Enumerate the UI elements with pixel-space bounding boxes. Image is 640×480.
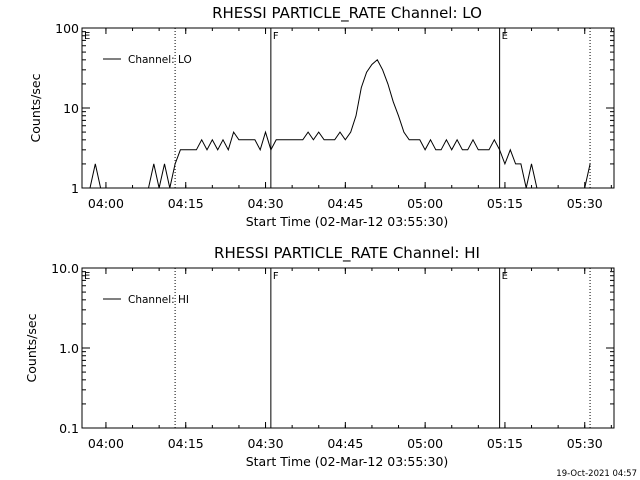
y-tick-label: 1.0 [59,341,79,356]
chart-lo-title: RHESSI PARTICLE_RATE Channel: LO [212,4,482,23]
chart-lo-legend: Channel: LO [103,54,192,66]
x-tick-label: 04:45 [327,436,363,451]
y-tick-label: 10.0 [51,261,79,276]
chart-hi-ylabel: Counts/sec [24,313,39,382]
legend-label-lo: Channel: LO [128,54,192,66]
y-tick-label: 100 [55,21,79,36]
x-tick-label: 05:30 [567,196,603,211]
y-tick-label: 1 [71,181,79,196]
chart-lo-xlabel: Start Time (02-Mar-12 03:55:30) [246,214,449,229]
x-tick-label: 04:00 [88,436,124,451]
y-tick-label: 0.1 [59,421,79,436]
x-tick-label: 04:30 [248,196,284,211]
x-tick-label: 04:15 [168,196,204,211]
x-tick-label: 05:30 [567,436,603,451]
event-marker-label: E [84,31,90,42]
x-tick-label: 05:15 [487,436,523,451]
x-tick-label: 04:15 [168,436,204,451]
x-tick-label: 05:00 [407,196,443,211]
event-marker-label: E [502,271,508,282]
chart-hi-title: RHESSI PARTICLE_RATE Channel: HI [214,244,480,263]
event-marker-label: F [273,31,279,42]
x-tick-label: 05:00 [407,436,443,451]
chart-hi: RHESSI PARTICLE_RATE Channel: HI Start T… [24,244,615,469]
x-tick-label: 05:15 [487,196,523,211]
chart-hi-xlabel: Start Time (02-Mar-12 03:55:30) [246,454,449,469]
event-marker-label: E [84,271,90,282]
chart-hi-legend: Channel: HI [103,294,189,306]
timestamp-label: 19-Oct-2021 04:57 [556,469,637,479]
x-tick-label: 04:45 [327,196,363,211]
y-tick-label: 10 [63,101,79,116]
chart-lo-ylabel: Counts/sec [28,73,43,142]
x-tick-label: 04:30 [248,436,284,451]
x-tick-label: 04:00 [88,196,124,211]
legend-label-hi: Channel: HI [128,294,189,306]
event-marker-label: E [502,31,508,42]
chart-lo-marks: 04:00 04:15 04:30 04:45 05:00 05:15 05:30 1 10 10… [55,21,615,211]
chart-lo: RHESSI PARTICLE_RATE Channel: LO Start T… [28,4,615,229]
chart-hi-marks: 04:00 04:15 04:30 04:45 05:00 05:15 05:30 0.1 1.… [51,261,615,451]
series-line [89,59,591,189]
event-marker-label: F [273,271,279,282]
